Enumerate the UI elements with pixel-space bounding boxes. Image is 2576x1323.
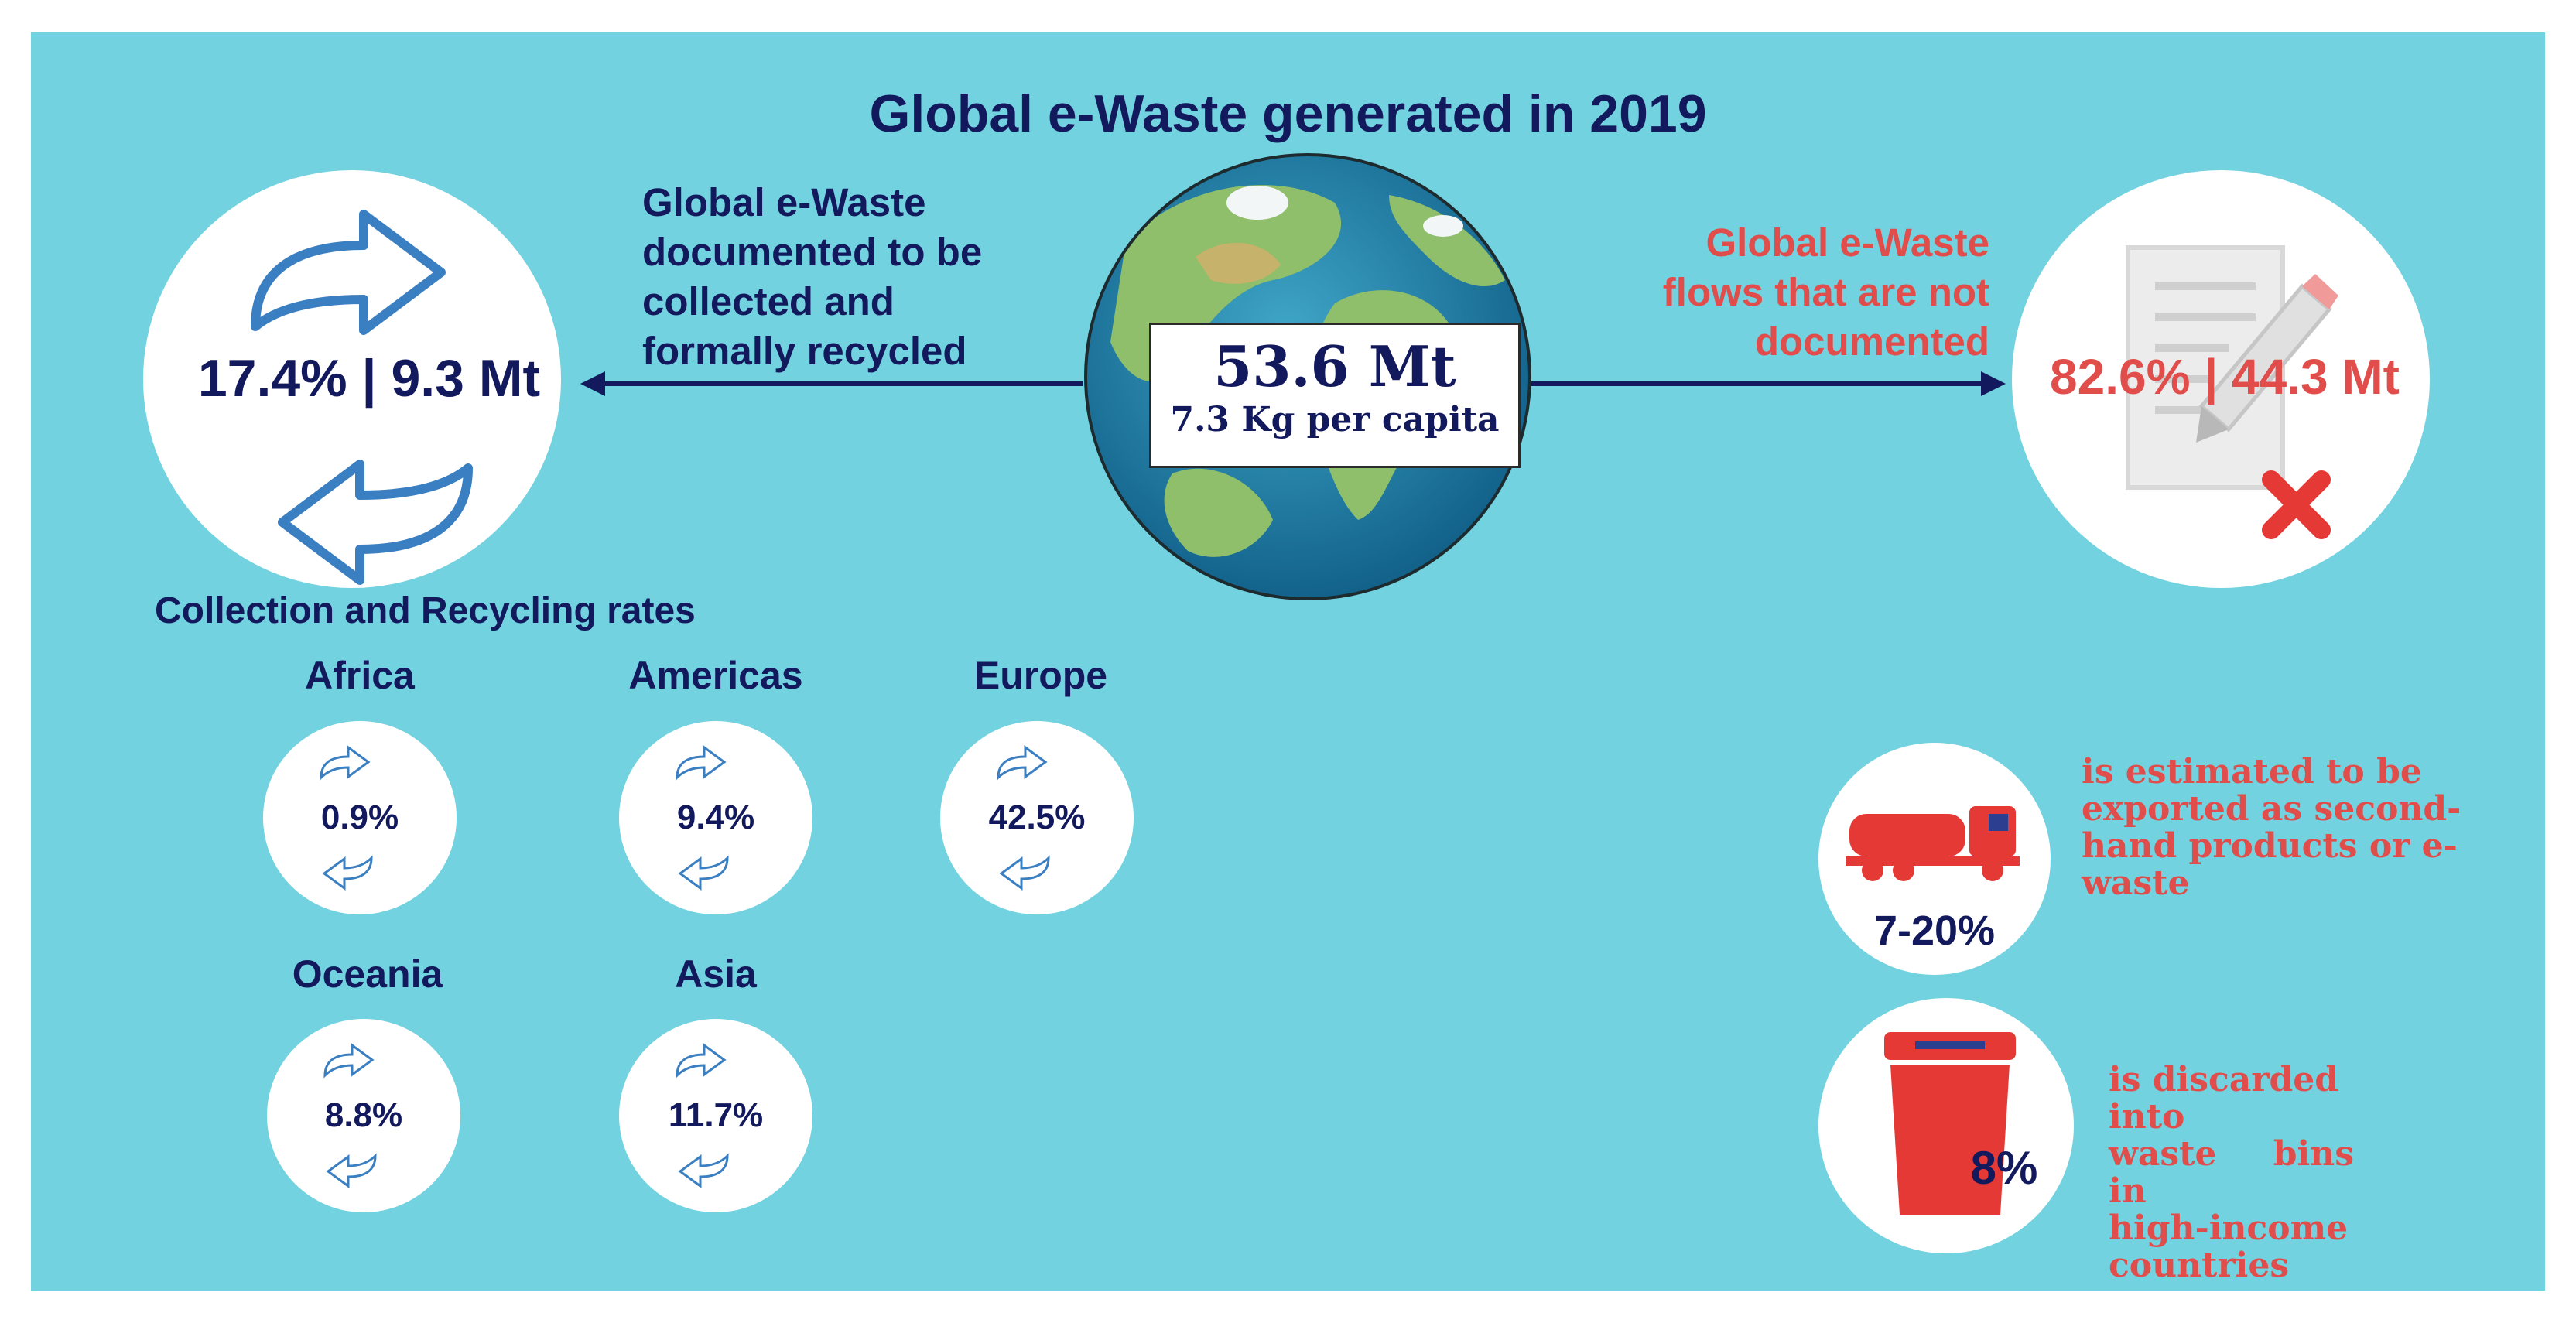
rates-heading: Collection and Recycling rates bbox=[155, 590, 696, 631]
arrow-forward-icon bbox=[323, 1043, 375, 1079]
left-arrowhead bbox=[580, 371, 605, 396]
region-value: 9.4% bbox=[676, 798, 755, 836]
discarded-description: is discarded into waste bins in high-inc… bbox=[2109, 1061, 2414, 1284]
undocumented-stat: 82.6% | 44.3 Mt bbox=[2050, 349, 2400, 405]
pencil-icon bbox=[2196, 274, 2338, 443]
arrow-back-icon bbox=[678, 1153, 729, 1188]
region-circle bbox=[619, 1019, 812, 1212]
arrow-back-icon bbox=[999, 855, 1050, 891]
description-line: documented bbox=[1754, 320, 1989, 364]
discarded-value: 8% bbox=[1970, 1142, 2038, 1194]
recycle-arrows-icon bbox=[251, 210, 446, 335]
truck-icon bbox=[1846, 806, 2020, 881]
description-line: exported as second- bbox=[2082, 789, 2461, 829]
description-line: hand products or e- bbox=[2082, 826, 2458, 866]
waste-bin-icon bbox=[1884, 1032, 2016, 1215]
region-value: 11.7% bbox=[668, 1096, 764, 1134]
exported-description: is estimated to be exported as second- h… bbox=[2082, 754, 2468, 902]
description-line: documented to be bbox=[642, 230, 983, 274]
recycle-arrows-icon-return bbox=[278, 460, 473, 585]
region-value: 0.9% bbox=[320, 798, 399, 836]
region-circle bbox=[263, 721, 457, 914]
description-line: flows that are not bbox=[1662, 270, 1989, 314]
total-ewaste-value: 53.6 Mt bbox=[1213, 333, 1456, 399]
exported-value: 7-20% bbox=[1873, 908, 1996, 954]
description-line: is discarded into bbox=[2109, 1060, 2339, 1137]
documented-circle bbox=[143, 170, 561, 588]
description-line: collected and bbox=[642, 279, 895, 323]
description-line: is estimated to be bbox=[2082, 752, 2422, 791]
documented-stat: 17.4% | 9.3 Mt bbox=[197, 349, 541, 408]
total-ewaste-box: 53.6 Mt 7.3 Kg per capita bbox=[1149, 323, 1521, 468]
document-x-icon bbox=[2126, 245, 2338, 539]
region-name: Africa bbox=[305, 654, 415, 697]
region-circle bbox=[267, 1019, 460, 1212]
description-line: waste bbox=[2082, 863, 2190, 903]
region-value: 42.5% bbox=[988, 798, 1086, 836]
region-name: Europe bbox=[973, 654, 1108, 697]
description-line: formally recycled bbox=[642, 329, 967, 373]
region-value: 8.8% bbox=[324, 1096, 403, 1134]
description-line: Global e-Waste bbox=[1705, 220, 1989, 265]
per-capita-value: 7.3 Kg per capita bbox=[1170, 400, 1500, 439]
arrow-forward-icon bbox=[320, 745, 371, 781]
flow-arrows bbox=[580, 371, 2006, 396]
region-name: Asia bbox=[675, 952, 757, 996]
region-name: Americas bbox=[628, 654, 803, 697]
undocumented-description: Global e-Waste flows that are not docume… bbox=[1540, 218, 1989, 367]
arrow-forward-icon bbox=[997, 745, 1048, 781]
arrow-forward-icon bbox=[676, 745, 727, 781]
infographic-panel: Global e-Waste generated in 2019 bbox=[31, 32, 2545, 1291]
region-name: Oceania bbox=[292, 952, 443, 996]
description-line: waste bins in bbox=[2109, 1134, 2355, 1211]
region-circle bbox=[619, 721, 812, 914]
arrow-back-icon bbox=[322, 855, 373, 891]
arrow-back-icon bbox=[326, 1153, 377, 1188]
description-line: Global e-Waste bbox=[642, 180, 926, 224]
documented-description: Global e-Waste documented to be collecte… bbox=[642, 178, 982, 376]
arrow-forward-icon bbox=[676, 1043, 727, 1079]
description-line: countries bbox=[2109, 1246, 2290, 1285]
arrow-back-icon bbox=[678, 855, 729, 891]
page-title: Global e-Waste generated in 2019 bbox=[869, 84, 1707, 143]
x-mark-icon bbox=[2262, 470, 2331, 539]
right-arrowhead bbox=[1981, 371, 2006, 396]
description-line: high-income bbox=[2109, 1208, 2349, 1248]
region-circle bbox=[940, 721, 1134, 914]
